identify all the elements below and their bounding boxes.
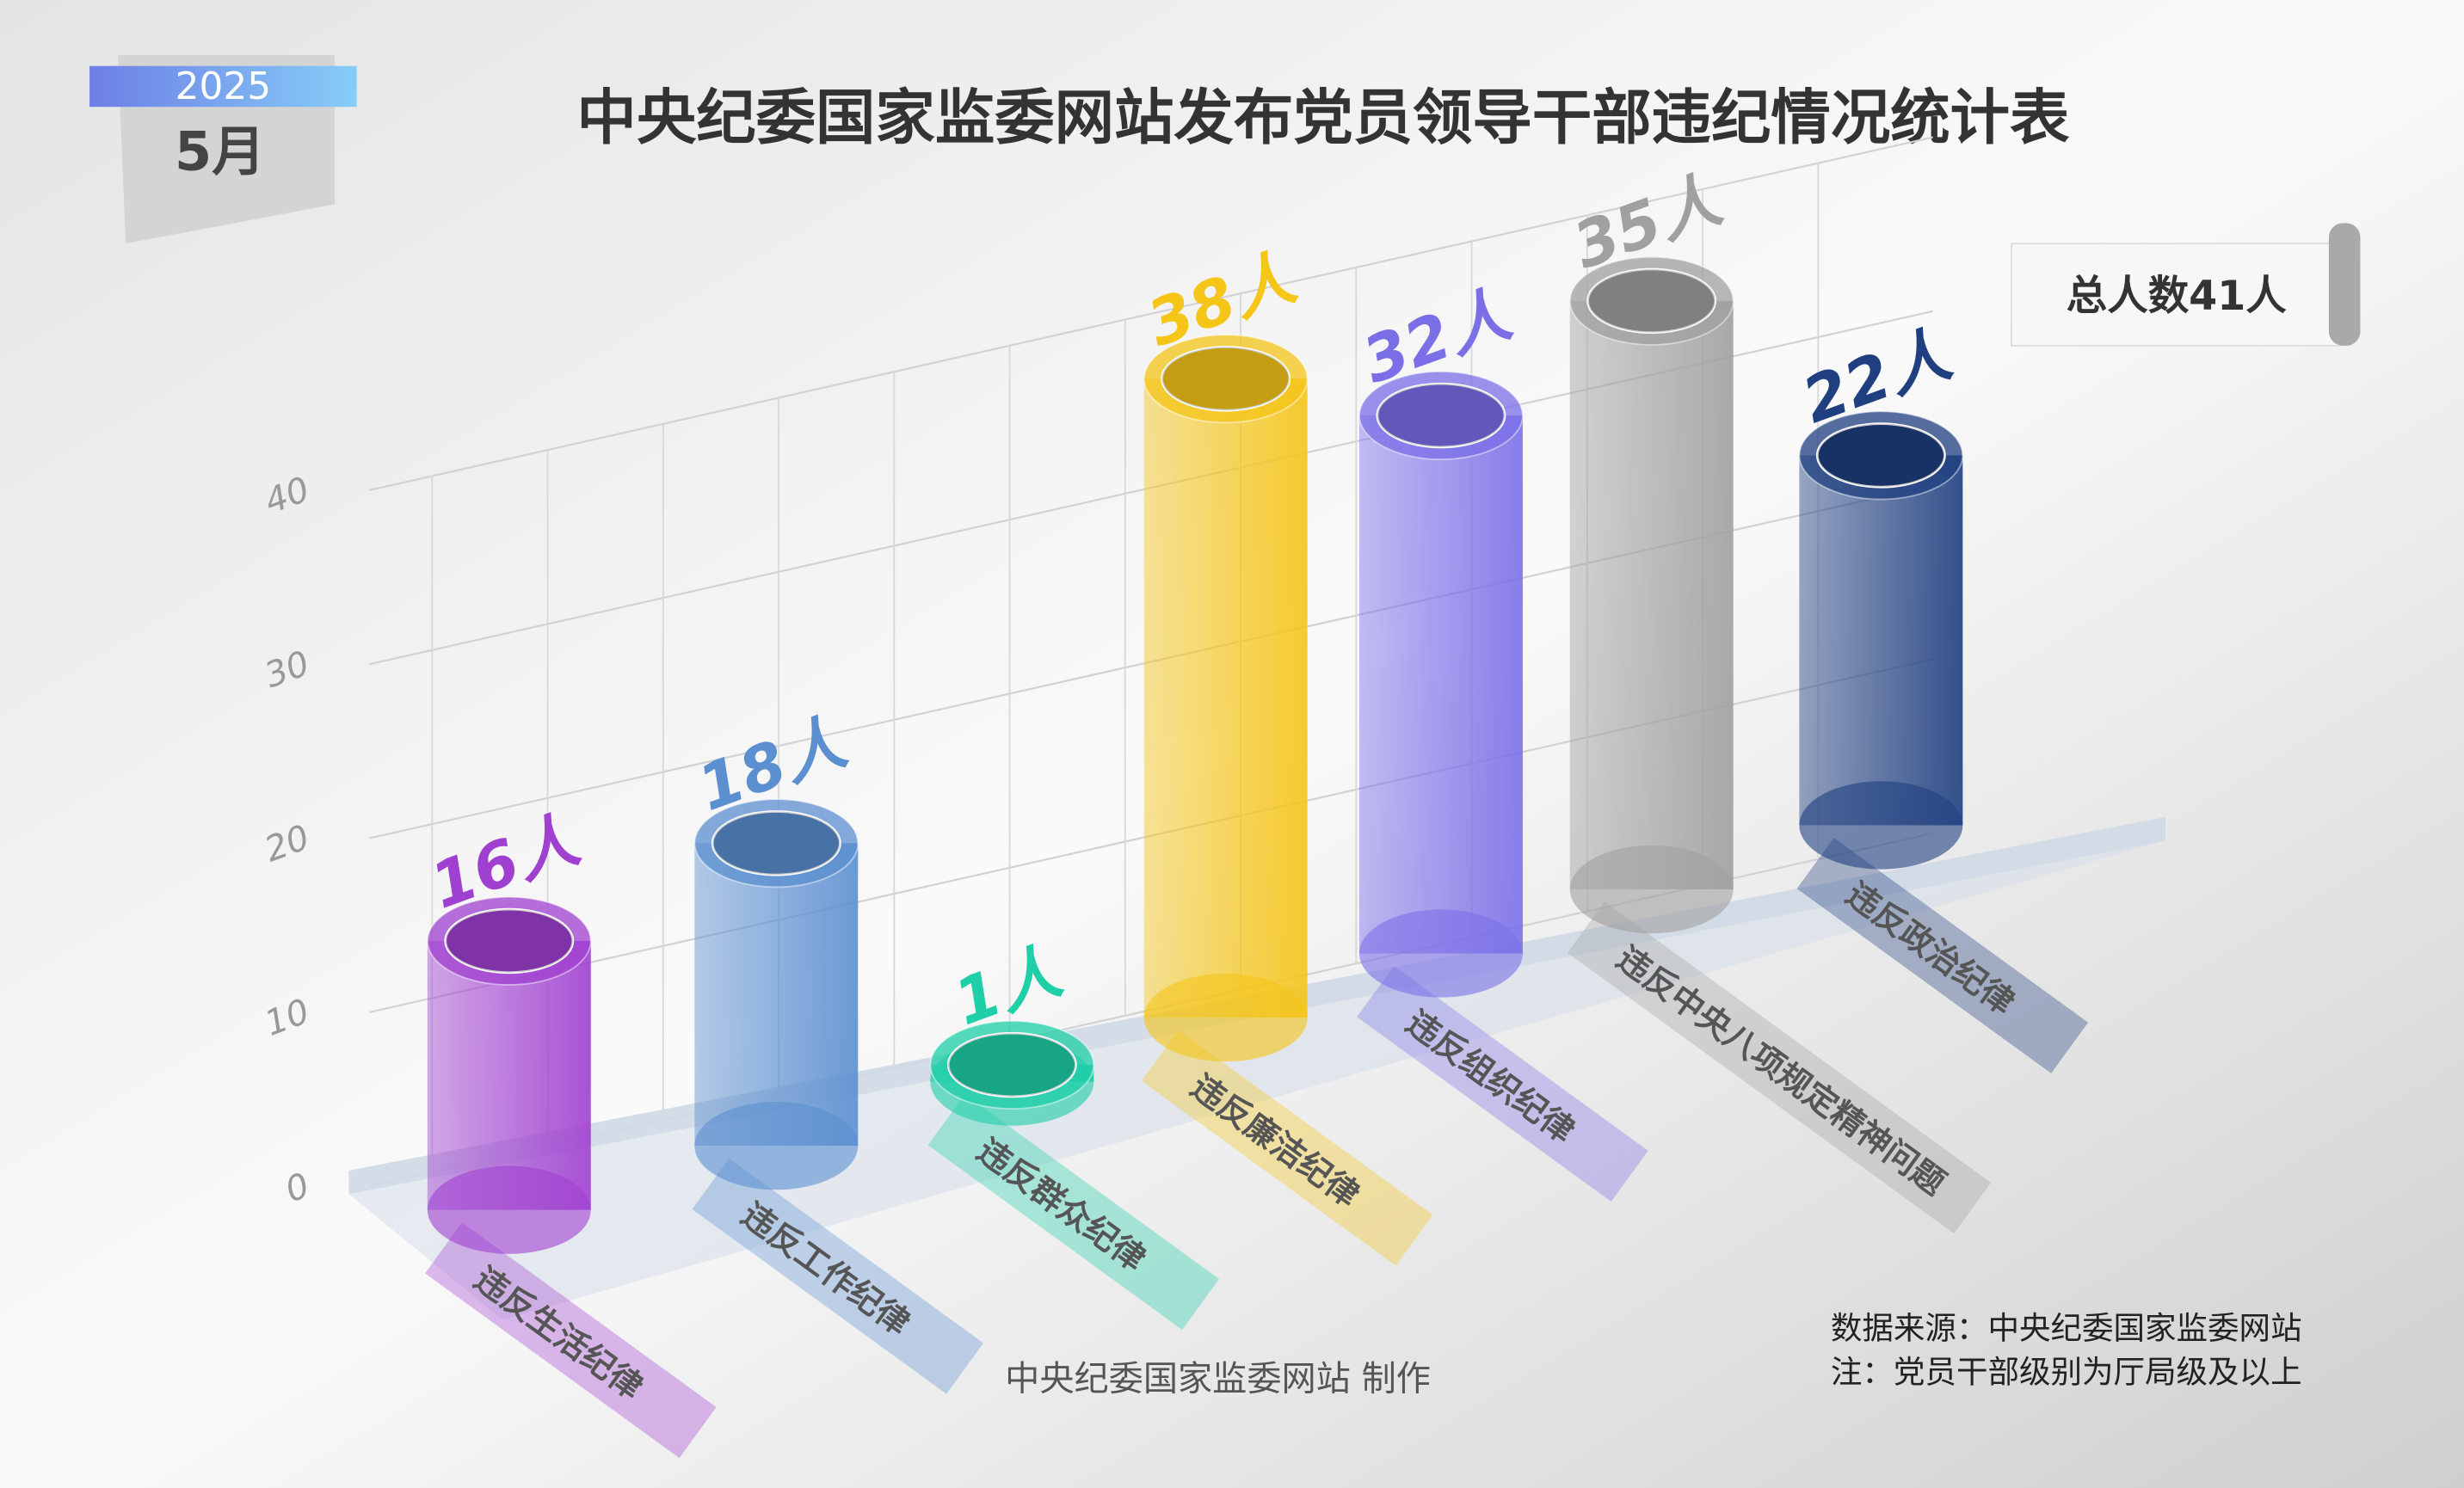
total-count: 总人数41人 [2067,273,2288,320]
page-title: 中央纪委国家监委网站发布党员领导干部违纪情况统计表 [576,84,2070,153]
bar-body [1569,300,1734,889]
bar-top-inner [1586,267,1717,335]
source-note: 数据来源：中央纪委国家监委网站 [1831,1309,2302,1346]
year-label: 2025 [176,65,272,108]
level-note: 注：党员干部级别为厅局级及以上 [1831,1354,2302,1391]
bar-body [1358,415,1523,954]
total-badge: 总人数41人 [2011,223,2361,347]
gridline-h [368,136,1933,492]
bar-cylinder [1358,370,1524,998]
bar-cylinder [693,798,859,1190]
bar-top-inner [711,810,841,876]
bar-top-inner [1376,382,1506,449]
bar-cylinder [1143,334,1309,1062]
bar-cylinder [929,1019,1095,1126]
bar-body [1143,378,1308,1018]
bar-top-inner [1815,422,1946,489]
date-ribbon: 2025 5月 [89,54,357,244]
bar-body [694,843,859,1147]
month-label: 5月 [175,120,265,182]
bar-top-inner [946,1031,1077,1098]
bar-body [427,940,591,1210]
bar-top-inner [444,907,575,975]
bar-body [1799,455,1963,826]
bar-cylinder [1798,410,1964,870]
bar-cylinder [1568,255,1734,934]
bar-cylinder [426,895,592,1254]
bar-top-inner [1161,346,1291,412]
maker-label: 中央纪委国家监委网站 制作 [1005,1360,1431,1399]
